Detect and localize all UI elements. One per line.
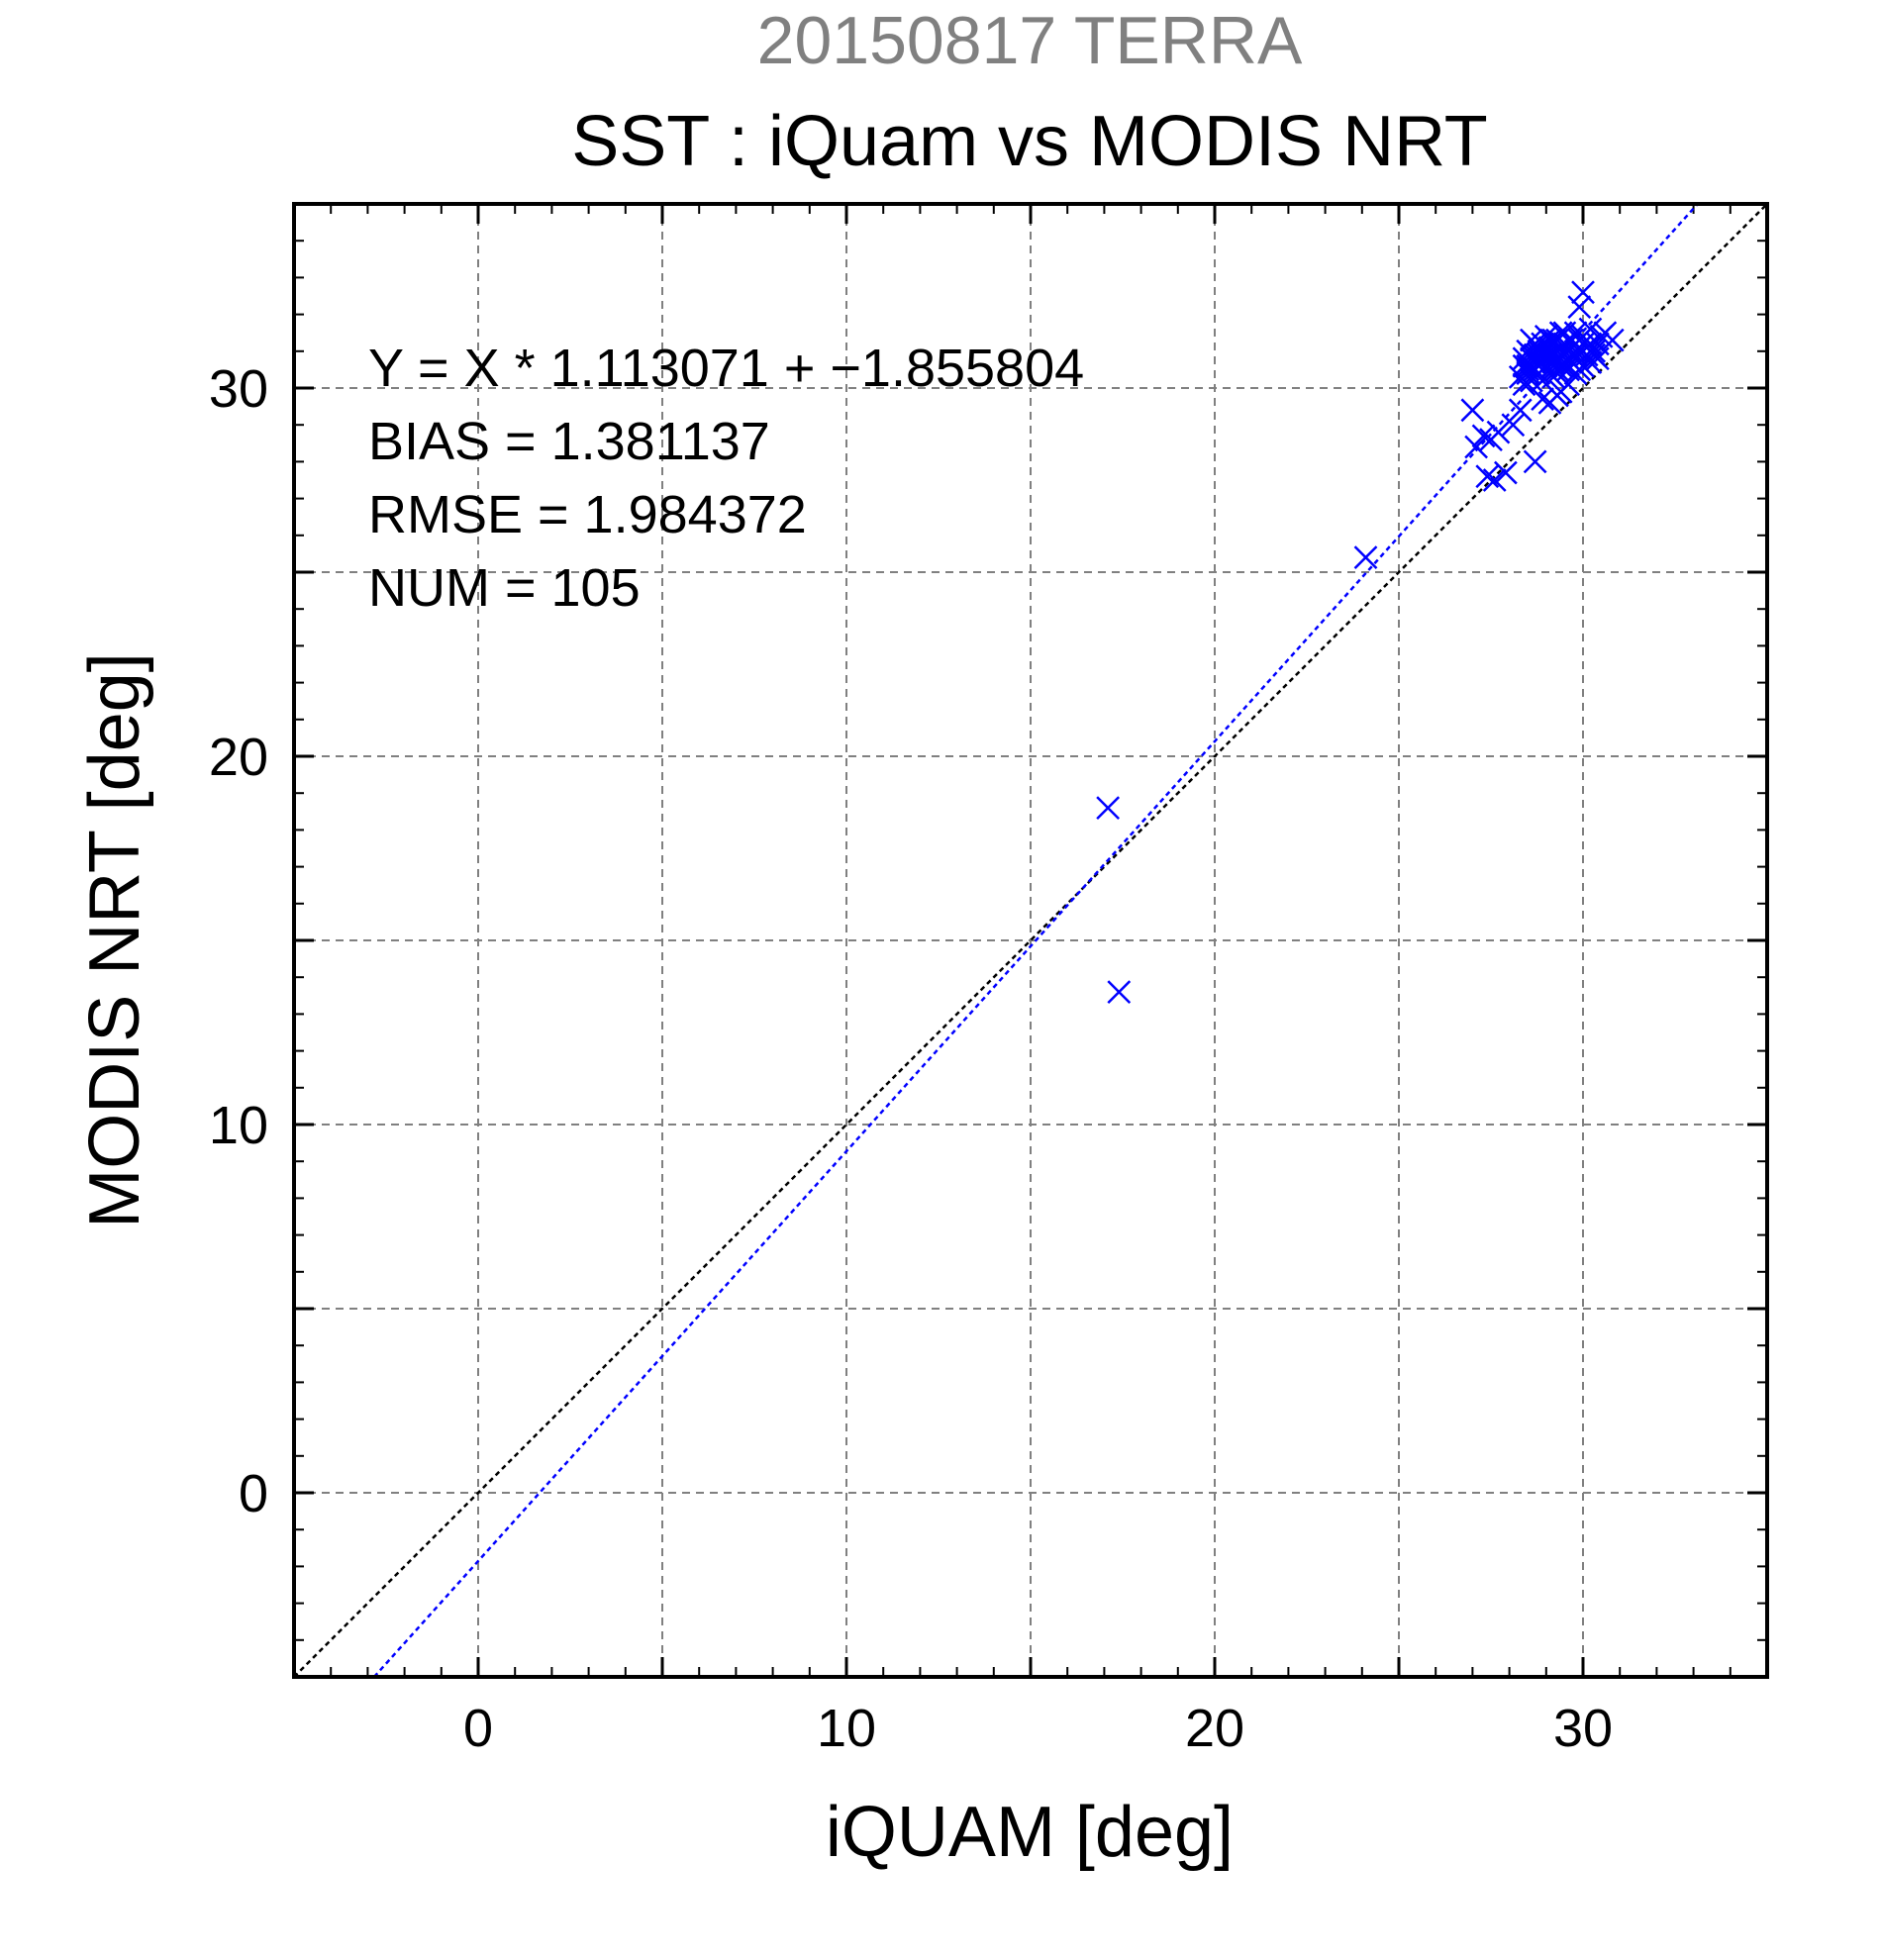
data-point <box>1508 398 1533 423</box>
data-point-stroke <box>1475 464 1500 489</box>
y-tick-label: 0 <box>239 1464 268 1523</box>
chart-title: 20150817 TERRA <box>757 3 1303 78</box>
data-point <box>1516 361 1540 386</box>
data-point-stroke <box>1531 387 1554 412</box>
data-point-stroke <box>1523 449 1547 474</box>
data-point-stroke <box>1486 420 1511 444</box>
y-tick-label: 10 <box>209 1096 268 1155</box>
data-point-stroke <box>1541 350 1566 374</box>
data-point <box>1464 435 1489 459</box>
data-point-stroke <box>1482 468 1507 492</box>
data-point-stroke <box>1516 361 1540 386</box>
data-point-stroke <box>1563 343 1588 367</box>
annotation-num: NUM = 105 <box>368 558 641 618</box>
data-point-stroke <box>1460 398 1485 423</box>
data-point-stroke <box>1571 280 1595 305</box>
data-point <box>1552 332 1577 356</box>
data-point-stroke <box>1527 336 1551 359</box>
grid <box>294 204 1767 1677</box>
data-point <box>1460 398 1485 423</box>
annotation-regression: Y = X * 1.113071 + −1.855804 <box>368 339 1084 398</box>
data-point <box>1567 295 1592 320</box>
y-axis-label: MODIS NRT [deg] <box>75 652 154 1228</box>
data-point-stroke <box>1107 980 1132 1004</box>
data-point <box>1582 339 1607 363</box>
data-point-stroke <box>1508 398 1533 423</box>
data-point-stroke <box>1534 346 1558 371</box>
data-point <box>1096 796 1121 820</box>
data-point-stroke <box>1096 796 1121 820</box>
data-point <box>1531 387 1554 412</box>
data-point-stroke <box>1582 339 1607 363</box>
x-axis-label: iQUAM [deg] <box>826 1793 1234 1872</box>
data-point-stroke <box>1552 332 1577 356</box>
data-point <box>1475 464 1500 489</box>
data-point <box>1571 332 1595 356</box>
data-point <box>1523 449 1547 474</box>
data-point <box>1571 280 1595 305</box>
data-point-stroke <box>1571 332 1595 356</box>
data-point-stroke <box>1548 353 1573 378</box>
plot-frame <box>292 202 1769 1679</box>
y-tick-label: 30 <box>209 359 268 419</box>
x-tick-label: 20 <box>1185 1699 1244 1758</box>
data-point-stroke <box>1471 424 1496 448</box>
data-point-stroke <box>1589 325 1614 348</box>
data-point <box>1471 424 1496 448</box>
data-point-stroke <box>1567 295 1592 320</box>
data-point <box>1548 353 1573 378</box>
data-point-stroke <box>1353 545 1378 570</box>
chart-subtitle: SST : iQuam vs MODIS NRT <box>571 102 1488 181</box>
data-point <box>1537 328 1562 352</box>
x-tick-label: 30 <box>1553 1699 1613 1758</box>
data-points <box>1096 280 1625 1004</box>
data-point-stroke <box>1501 413 1526 438</box>
data-point <box>1534 346 1558 371</box>
data-point-stroke <box>1552 321 1577 345</box>
data-point-stroke <box>1556 357 1581 382</box>
major-ticks <box>294 204 1767 1677</box>
x-tick-label: 0 <box>463 1699 493 1758</box>
data-point <box>1501 413 1526 438</box>
data-point <box>1353 545 1378 570</box>
data-point <box>1556 357 1581 382</box>
data-point-stroke <box>1600 328 1625 352</box>
data-point <box>1541 350 1566 374</box>
data-point <box>1589 325 1614 348</box>
data-point-stroke <box>1537 328 1562 352</box>
y-tick-labels: 0 10 20 30 <box>209 359 268 1523</box>
data-point <box>1107 980 1132 1004</box>
data-point <box>1567 357 1592 382</box>
data-point <box>1493 460 1518 485</box>
y-tick-label: 20 <box>209 728 268 787</box>
data-point-stroke <box>1493 460 1518 485</box>
data-point-stroke <box>1585 346 1610 371</box>
data-point-stroke <box>1567 357 1592 382</box>
annotation-bias: BIAS = 1.381137 <box>368 412 770 471</box>
data-point <box>1482 468 1507 492</box>
annotation-rmse: RMSE = 1.984372 <box>368 485 807 544</box>
data-point <box>1486 420 1511 444</box>
data-point-stroke <box>1464 435 1489 459</box>
x-tick-label: 10 <box>817 1699 876 1758</box>
x-tick-labels: 0 10 20 30 <box>463 1699 1613 1758</box>
